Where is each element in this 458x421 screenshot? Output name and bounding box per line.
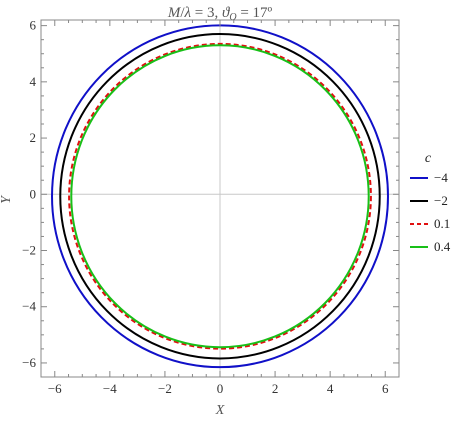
y-tick-label: −4 (22, 299, 36, 314)
y-tick-label: 0 (30, 186, 37, 201)
chart-title: M/λ = 3, ϑO = 17º (167, 5, 273, 23)
x-tick-label: −6 (48, 381, 62, 396)
x-tick-label: −2 (158, 381, 172, 396)
y-tick-label: 4 (30, 74, 37, 89)
x-tick-label: 2 (272, 381, 279, 396)
x-tick-label: 4 (327, 381, 334, 396)
y-tick-label: 2 (30, 130, 37, 145)
legend-label: 0.1 (434, 216, 450, 231)
x-tick-label: 0 (217, 381, 224, 396)
legend: c−4 −2 0.1 0.4 (410, 151, 451, 254)
y-tick-label: −2 (22, 243, 36, 258)
x-tick-label: −4 (103, 381, 117, 396)
legend-label: −2 (434, 193, 448, 208)
series-curve-3 (70, 44, 370, 349)
legend-label: 0.4 (434, 239, 451, 254)
x-axis-label: X (215, 403, 225, 418)
x-tick-label: 6 (382, 381, 389, 396)
series-curve-1 (59, 33, 381, 360)
y-axis-label: Y (0, 194, 14, 204)
legend-title: c (425, 151, 432, 166)
y-tick-label: 6 (30, 18, 37, 33)
series-curve-2 (68, 42, 372, 350)
y-tick-label: −6 (22, 355, 36, 370)
legend-label: −4 (434, 170, 448, 185)
